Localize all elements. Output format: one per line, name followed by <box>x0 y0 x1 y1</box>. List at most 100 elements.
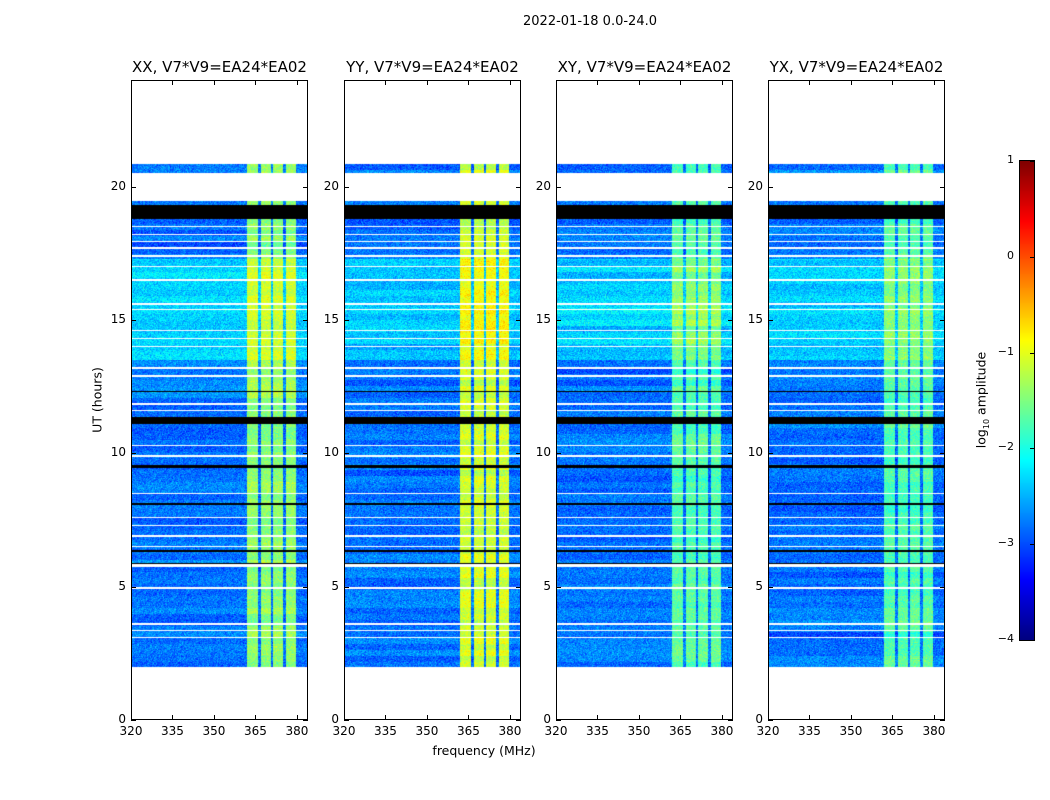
plot-frame <box>556 80 733 720</box>
x-tick <box>468 715 470 720</box>
x-tick-label: 380 <box>285 724 309 738</box>
y-tick <box>516 453 521 455</box>
x-tick <box>213 80 215 85</box>
x-tick <box>597 715 599 720</box>
x-tick <box>385 715 387 720</box>
colorbar-tick <box>1030 352 1034 354</box>
y-tick-label: 0 <box>118 712 126 726</box>
y-tick <box>303 453 308 455</box>
y-tick <box>940 586 945 588</box>
x-tick-label: 380 <box>922 724 946 738</box>
y-tick <box>768 453 773 455</box>
x-tick <box>255 80 257 85</box>
waterfall-heatmap <box>131 80 308 720</box>
x-tick <box>933 80 935 85</box>
x-tick <box>850 80 852 85</box>
y-axis-label: UT (hours) <box>89 367 105 433</box>
x-tick <box>344 80 345 85</box>
panel-xy: XY, V7*V9=EA24*EA02 320 335 350 365 380 0 5 10 15… <box>536 58 734 738</box>
x-tick-label: 335 <box>374 724 397 738</box>
x-tick <box>638 80 640 85</box>
x-tick <box>296 80 298 85</box>
x-tick-label: 335 <box>586 724 609 738</box>
colorbar-label: log10 amplitude <box>973 351 991 449</box>
colorbar-tick <box>1030 544 1034 546</box>
x-tick-label: 320 <box>332 724 356 738</box>
x-tick <box>892 80 894 85</box>
y-tick-label: 0 <box>331 712 339 726</box>
x-tick-label: 335 <box>798 724 821 738</box>
y-tick <box>768 186 773 188</box>
x-tick <box>131 80 132 85</box>
y-tick <box>556 586 561 588</box>
x-tick <box>638 715 640 720</box>
y-tick <box>131 453 136 455</box>
x-tick <box>850 715 852 720</box>
x-tick <box>255 715 257 720</box>
y-tick <box>516 186 521 188</box>
x-tick <box>809 80 811 85</box>
y-tick <box>768 320 773 321</box>
panel-yy: YY, V7*V9=EA24*EA02 320 335 350 365 380 0 5 10 15… <box>324 58 522 738</box>
x-tick <box>597 80 599 85</box>
y-tick <box>344 453 349 455</box>
colorbar-tick-label: −4 <box>997 632 1014 645</box>
waterfall-heatmap <box>768 80 945 720</box>
colorbar-tick <box>1030 161 1034 162</box>
colorbar-tick-label: 0 <box>1007 248 1014 262</box>
y-tick <box>131 186 136 188</box>
y-tick <box>728 453 733 455</box>
x-tick-label: 320 <box>119 724 143 738</box>
y-tick-label: 10 <box>535 445 551 460</box>
x-tick <box>721 80 723 85</box>
x-tick <box>680 715 682 720</box>
plot-frame <box>344 80 521 720</box>
panel-title: YY, V7*V9=EA24*EA02 <box>346 58 519 76</box>
x-tick-label: 350 <box>627 724 651 738</box>
colorbar-tick <box>1030 448 1034 450</box>
y-tick-label: 15 <box>747 312 763 326</box>
colorbar-tick <box>1030 256 1034 258</box>
y-tick-label: 0 <box>755 712 763 726</box>
y-tick-label: 5 <box>543 578 551 593</box>
y-tick <box>728 720 733 721</box>
x-tick <box>680 80 682 85</box>
x-tick-label: 380 <box>710 724 734 738</box>
y-tick <box>303 186 308 188</box>
y-tick-label: 10 <box>323 445 339 460</box>
y-tick-label: 15 <box>110 312 126 326</box>
y-tick <box>131 586 136 588</box>
y-tick-label: 5 <box>118 578 126 593</box>
x-axis-label: frequency (MHz) <box>432 743 536 758</box>
x-tick <box>385 80 387 85</box>
colorbar-tick-label: −2 <box>997 440 1014 454</box>
y-tick <box>344 186 349 188</box>
figure-title: 2022-01-18 0.0-24.0 <box>523 14 657 29</box>
panel-title: XX, V7*V9=EA24*EA02 <box>132 58 307 76</box>
plot-frame <box>131 80 308 720</box>
colorbar-gradient <box>1020 161 1034 640</box>
x-tick <box>768 715 769 720</box>
y-tick <box>940 320 945 321</box>
y-tick <box>940 720 945 721</box>
y-tick <box>131 720 136 721</box>
y-tick <box>131 320 136 321</box>
x-tick <box>509 715 511 720</box>
y-tick-label: 15 <box>535 312 551 326</box>
x-tick <box>172 715 174 720</box>
y-tick-label: 5 <box>755 578 763 593</box>
x-tick <box>172 80 174 85</box>
x-tick <box>509 80 511 85</box>
y-tick <box>940 453 945 455</box>
x-tick <box>556 80 557 85</box>
y-tick-label: 10 <box>747 445 763 460</box>
x-tick-label: 335 <box>161 724 184 738</box>
y-tick <box>516 586 521 588</box>
y-tick <box>556 720 561 721</box>
panel-yx: YX, V7*V9=EA24*EA02 320 335 350 365 380 0 5 10 15… <box>748 58 946 738</box>
y-tick <box>303 320 308 321</box>
x-tick-label: 320 <box>544 724 568 738</box>
x-tick-label: 365 <box>457 724 480 738</box>
x-tick <box>809 715 811 720</box>
y-tick <box>768 586 773 588</box>
